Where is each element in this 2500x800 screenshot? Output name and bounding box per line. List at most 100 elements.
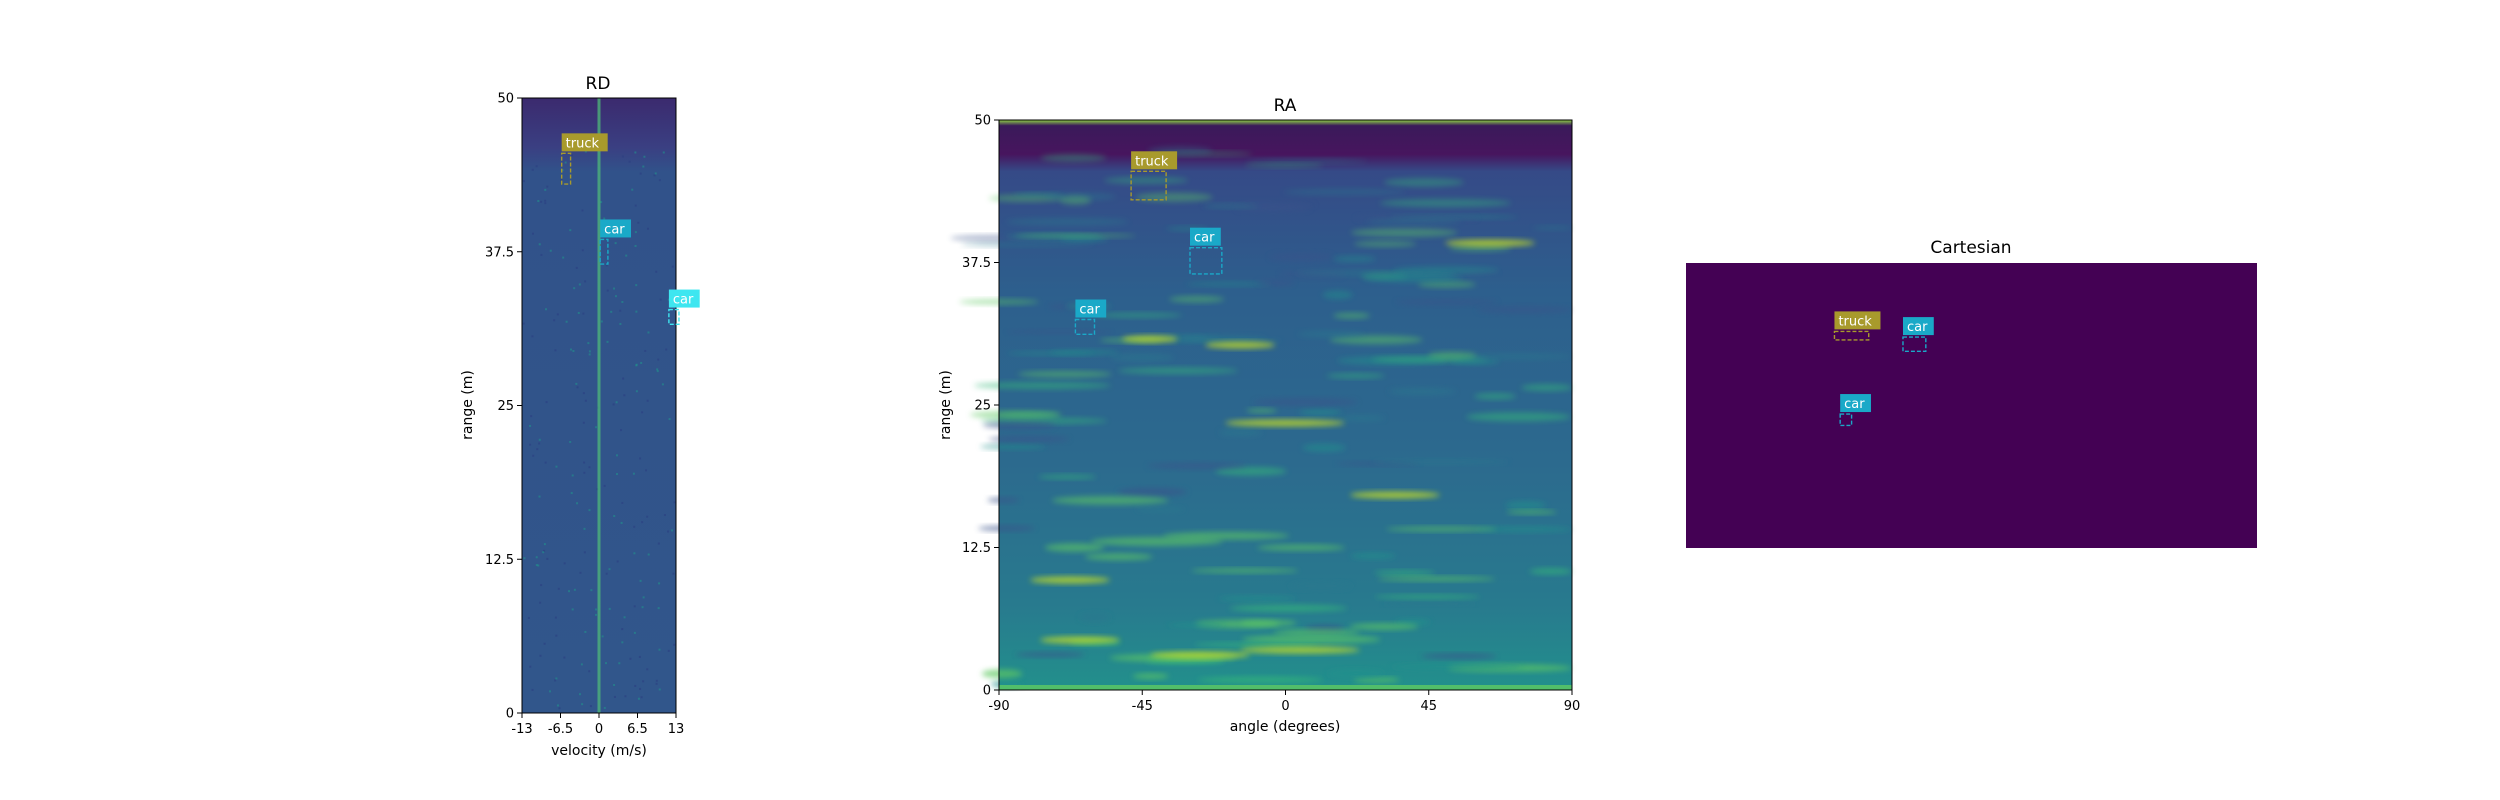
rd-texture-speckle — [577, 311, 580, 314]
rd-texture-speckle — [583, 551, 586, 554]
rd-texture-speckle — [583, 471, 586, 474]
rd-texture-speckle — [588, 509, 591, 512]
ra-texture-streak — [1505, 501, 1546, 510]
rd-texture-speckle — [546, 557, 549, 560]
cartesian-title: Cartesian — [1930, 238, 2011, 258]
rd-texture-speckle — [618, 662, 621, 665]
rd-texture-speckle — [535, 165, 538, 168]
rd-texture-speckle — [662, 151, 665, 154]
ra-car-tag: car — [1079, 303, 1100, 318]
rd-texture-speckle — [578, 283, 581, 286]
ra-texture-streak — [1421, 653, 1497, 659]
ra-xtick-label: -45 — [1132, 699, 1153, 714]
cartesian-car-box — [1902, 336, 1927, 353]
rd-texture-speckle — [584, 630, 587, 633]
rd-texture-speckle — [625, 254, 628, 257]
ra-texture-streak — [1350, 552, 1396, 560]
rd-texture-speckle — [601, 635, 604, 638]
rd-texture-speckle — [634, 244, 637, 247]
rd-texture-speckle — [555, 465, 558, 468]
rd-texture-speckle — [642, 680, 645, 683]
rd-texture-speckle — [573, 287, 576, 290]
rd-xtick-label: 13 — [668, 722, 685, 737]
ra-texture-streak — [961, 241, 1095, 247]
rd-annotations: truck car car — [560, 133, 700, 326]
rd-texture-speckle — [615, 454, 618, 457]
ra-truck-box — [1130, 170, 1167, 201]
rd-texture-speckle — [603, 484, 606, 487]
rd-texture-speckle — [635, 284, 638, 287]
rd-texture-speckle — [540, 200, 543, 203]
rd-texture-speckle — [658, 688, 661, 691]
rd-texture-speckle — [571, 474, 574, 477]
rd-texture-speckle — [633, 552, 636, 555]
rd-texture-speckle — [553, 319, 556, 322]
ra-texture-streak — [973, 381, 1111, 390]
cartesian-truck-tag-bg — [1834, 311, 1881, 330]
rd-car-tag-bg — [600, 219, 631, 238]
rd-texture-speckle — [588, 670, 591, 673]
rd-texture-speckle — [544, 461, 547, 464]
rd-xlabel: velocity (m/s) — [551, 743, 647, 759]
ra-ytick-label: 50 — [974, 114, 991, 129]
rd-ytick-label: 12.5 — [485, 553, 514, 568]
rd-texture-speckle — [605, 572, 608, 575]
rd-texture-speckle — [634, 684, 637, 687]
ra-texture-streak — [1322, 290, 1353, 300]
rd-texture-speckle — [667, 298, 670, 301]
rd-texture-speckle — [600, 201, 603, 204]
rd-texture-speckle — [544, 308, 547, 311]
ra-xtick-label: 90 — [1564, 699, 1581, 714]
rd-texture-speckle — [589, 705, 592, 708]
rd-texture-speckle — [575, 382, 578, 385]
rd-car-box — [599, 238, 609, 265]
ra-truck-tag: truck — [1135, 154, 1169, 169]
ra-texture-streak — [1094, 312, 1182, 318]
ra-texture-streak — [1006, 329, 1112, 335]
ra-texture-streak — [1051, 496, 1169, 505]
rd-texture-speckle — [612, 403, 615, 406]
rd-texture-speckle — [642, 165, 645, 168]
rd-texture-speckle — [538, 243, 541, 246]
ra-texture-streak — [1246, 408, 1277, 413]
ra-texture-streak — [969, 410, 1062, 419]
ra-texture-streak — [1167, 623, 1226, 628]
rd-texture-speckle — [581, 703, 584, 706]
rd-texture-speckle — [606, 340, 609, 343]
ra-texture-streak — [1363, 274, 1463, 283]
rd-texture-speckle — [555, 677, 558, 680]
rd-texture-speckle — [647, 553, 650, 556]
ra-texture-streak — [1465, 353, 1572, 360]
ra-texture-streak — [1273, 629, 1360, 636]
ra-texture-streak — [1366, 219, 1462, 225]
rd-car-box — [668, 308, 680, 326]
ra-texture-streak — [1521, 384, 1572, 392]
rd-texture-speckle — [608, 607, 611, 610]
cartesian-car-tag: car — [1844, 397, 1865, 412]
rd-texture-speckle — [655, 270, 658, 273]
rd-texture-speckle — [569, 229, 572, 232]
ra-texture-streak — [1394, 618, 1431, 626]
rd-texture-speckle — [544, 199, 547, 202]
ra-texture-streak — [982, 421, 1056, 429]
rd-texture-speckle — [554, 679, 557, 682]
rd-texture-speckle — [655, 679, 658, 682]
ra-texture-streak — [1353, 677, 1400, 683]
rd-texture-speckle — [562, 256, 565, 259]
rd-texture-speckle — [639, 687, 642, 690]
ra-annotations: truck car car — [1074, 151, 1223, 336]
ra-texture-streak — [1257, 279, 1295, 287]
rd-texture-speckle — [575, 266, 578, 269]
cartesian-car-tag: car — [1907, 320, 1928, 335]
rd-texture-speckle — [603, 706, 606, 709]
rd-texture-speckle — [546, 185, 549, 188]
rd-texture-speckle — [632, 472, 635, 475]
rd-texture-speckle — [641, 606, 644, 609]
rd-texture-speckle — [584, 399, 587, 402]
ra-texture-streak — [1332, 255, 1376, 263]
ra-texture-streak — [1449, 358, 1500, 365]
rd-texture-speckle — [581, 249, 584, 252]
rd-texture-speckle — [523, 557, 526, 560]
ra-texture-streak — [1390, 664, 1523, 670]
